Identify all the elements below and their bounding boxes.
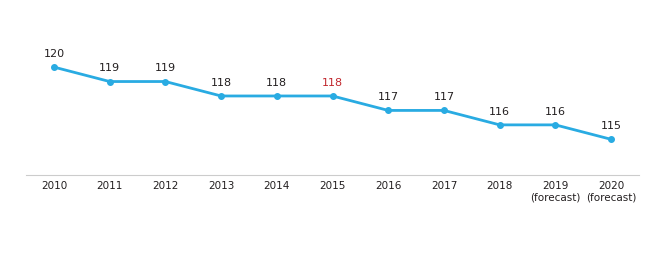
Legend: Consumption of bread bakery products per capita, kg: Consumption of bread bakery products per…: [162, 255, 503, 258]
Text: 119: 119: [155, 63, 176, 73]
Text: 120: 120: [44, 49, 65, 59]
Text: 118: 118: [322, 78, 343, 88]
Text: 117: 117: [434, 92, 454, 102]
Text: 116: 116: [489, 107, 510, 117]
Text: 118: 118: [266, 78, 288, 88]
Text: 115: 115: [600, 121, 621, 131]
Text: 116: 116: [545, 107, 566, 117]
Text: 117: 117: [378, 92, 399, 102]
Text: 119: 119: [99, 63, 120, 73]
Text: 118: 118: [211, 78, 231, 88]
